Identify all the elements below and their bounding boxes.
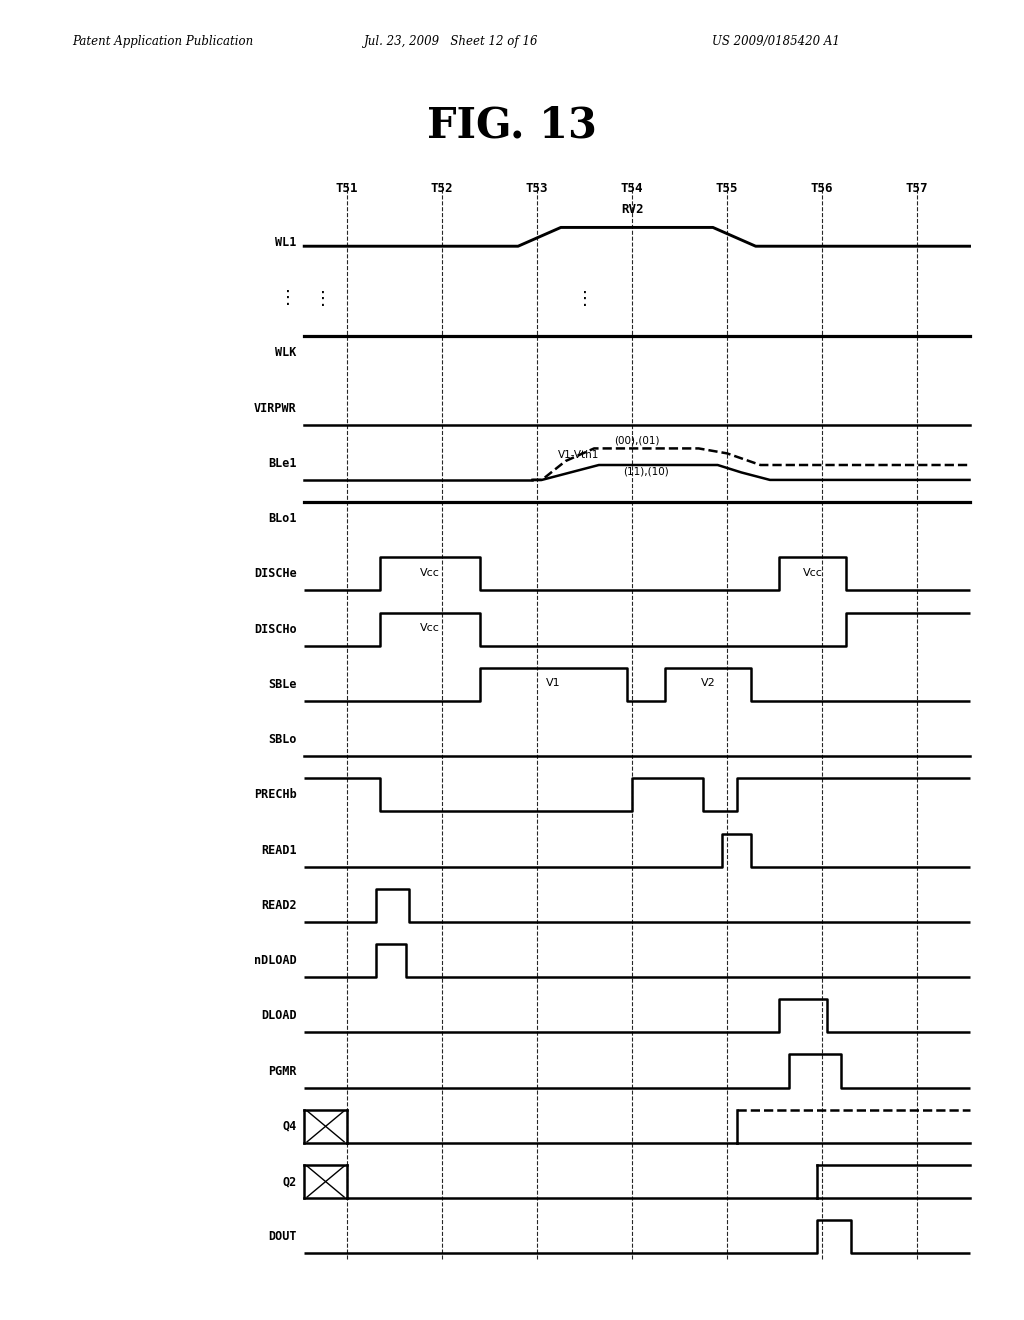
Text: SBLo: SBLo — [268, 733, 297, 746]
Text: Q4: Q4 — [283, 1119, 297, 1133]
Text: SBLe: SBLe — [268, 678, 297, 690]
Text: ⋮: ⋮ — [313, 290, 332, 309]
Text: FIG. 13: FIG. 13 — [427, 104, 597, 147]
Text: BLo1: BLo1 — [268, 512, 297, 525]
Text: WLK: WLK — [275, 346, 297, 359]
Text: VIRPWR: VIRPWR — [254, 401, 297, 414]
Text: WL1: WL1 — [275, 236, 297, 249]
Text: Jul. 23, 2009   Sheet 12 of 16: Jul. 23, 2009 Sheet 12 of 16 — [364, 34, 538, 48]
Text: T56: T56 — [811, 182, 834, 195]
Text: US 2009/0185420 A1: US 2009/0185420 A1 — [712, 34, 840, 48]
Text: ⋮: ⋮ — [279, 289, 297, 306]
Text: (00),(01): (00),(01) — [614, 436, 659, 445]
Text: PGMR: PGMR — [268, 1064, 297, 1077]
Text: Vcc: Vcc — [803, 568, 822, 578]
Text: T54: T54 — [621, 182, 643, 195]
Text: T55: T55 — [716, 182, 738, 195]
Text: READ1: READ1 — [261, 843, 297, 857]
Text: PRECHb: PRECHb — [254, 788, 297, 801]
Text: BLe1: BLe1 — [268, 457, 297, 470]
Text: READ2: READ2 — [261, 899, 297, 912]
Text: Patent Application Publication: Patent Application Publication — [72, 34, 253, 48]
Text: Vcc: Vcc — [420, 623, 440, 634]
Text: T57: T57 — [906, 182, 929, 195]
Text: DISCHe: DISCHe — [254, 568, 297, 581]
Text: nDLOAD: nDLOAD — [254, 954, 297, 968]
Text: DLOAD: DLOAD — [261, 1010, 297, 1022]
Text: DISCHo: DISCHo — [254, 623, 297, 636]
Text: ⋮: ⋮ — [575, 290, 594, 309]
Text: V1-Vth1: V1-Vth1 — [558, 450, 599, 461]
Text: (11),(10): (11),(10) — [624, 467, 670, 477]
Text: T52: T52 — [431, 182, 454, 195]
Text: V2: V2 — [700, 678, 716, 688]
Text: RV2: RV2 — [621, 203, 643, 216]
Text: T51: T51 — [336, 182, 358, 195]
Text: Vcc: Vcc — [420, 568, 440, 578]
Text: DOUT: DOUT — [268, 1230, 297, 1243]
Text: V1: V1 — [547, 678, 561, 688]
Text: Q2: Q2 — [283, 1175, 297, 1188]
Text: T53: T53 — [526, 182, 548, 195]
